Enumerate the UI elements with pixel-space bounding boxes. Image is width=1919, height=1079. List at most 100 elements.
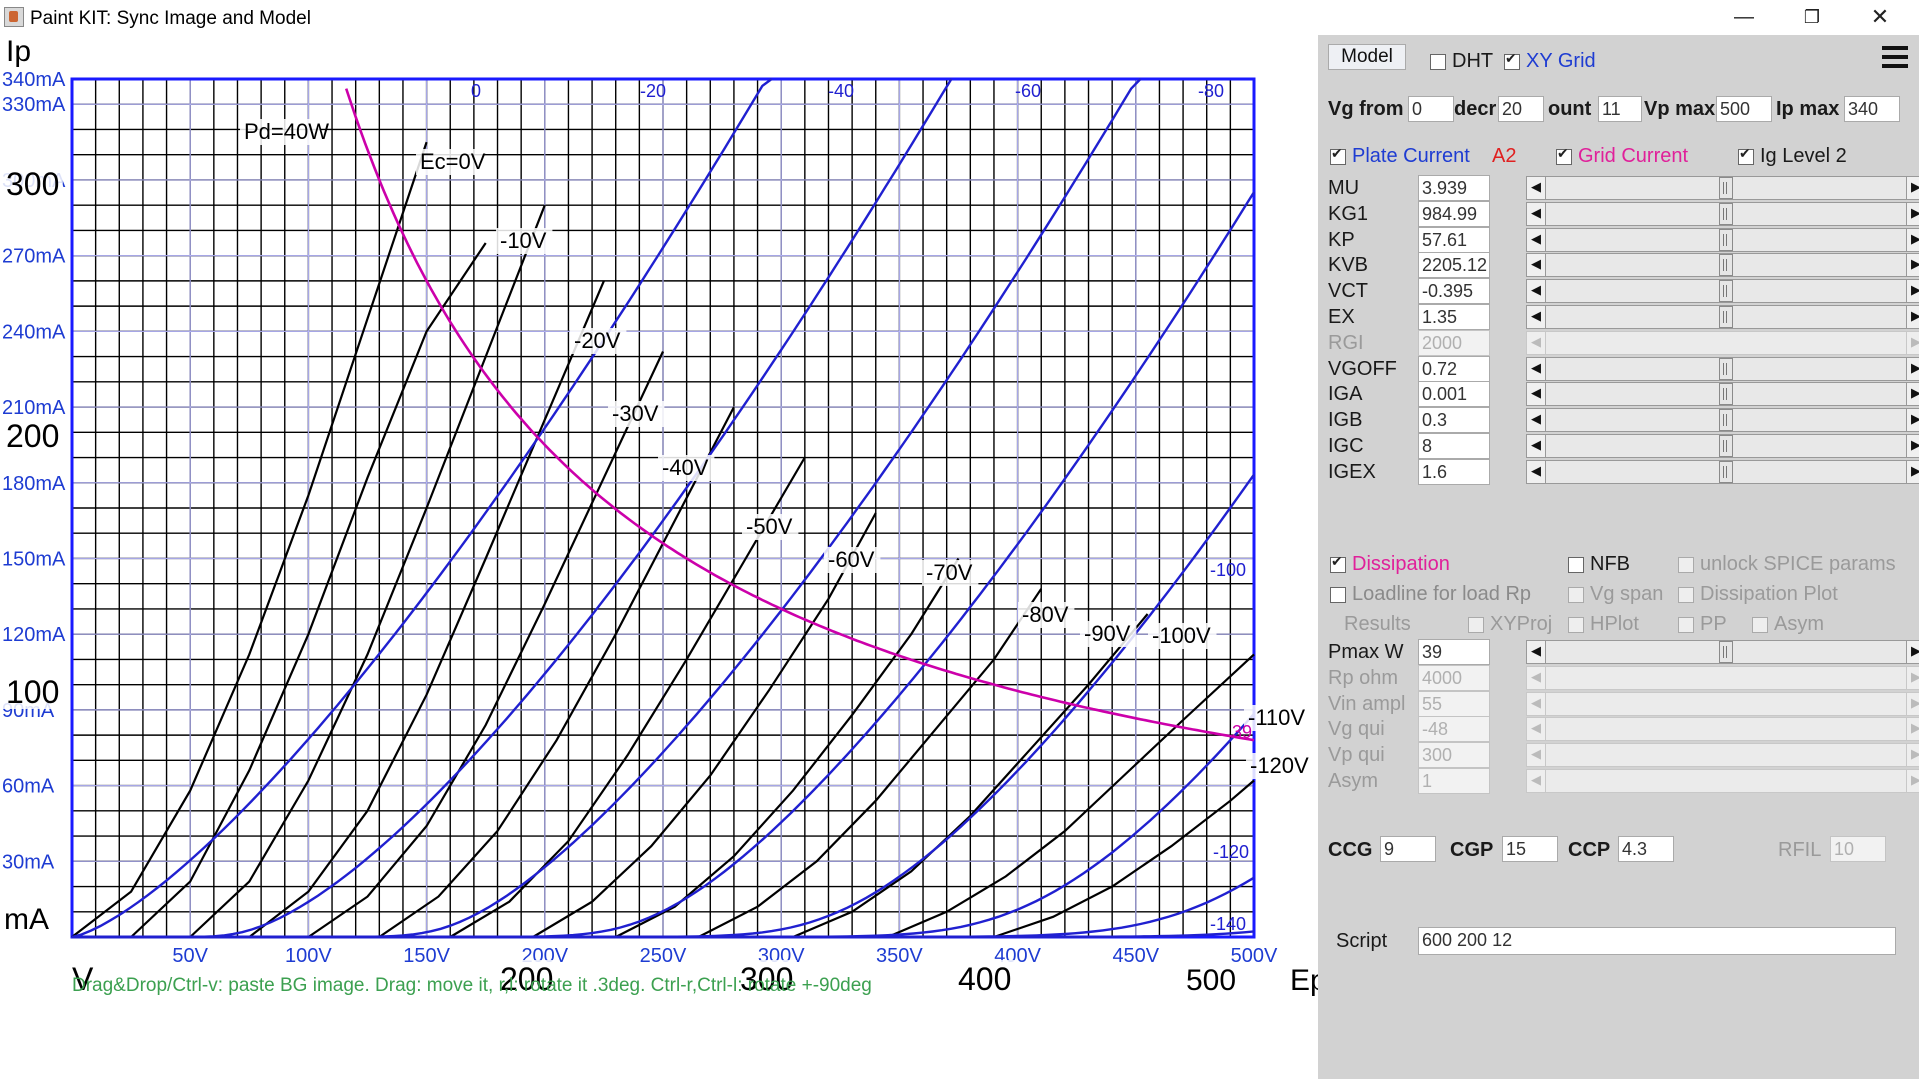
slider-thumb[interactable] — [1719, 228, 1733, 251]
slider-left-arrow-icon[interactable]: ◀ — [1526, 665, 1546, 690]
restore-button[interactable]: ❐ — [1803, 7, 1821, 27]
slider-right-arrow-icon[interactable]: ▶ — [1906, 227, 1919, 252]
slider-right-arrow-icon[interactable]: ▶ — [1906, 717, 1919, 742]
grid-current-checkbox[interactable] — [1556, 146, 1572, 165]
hplot-checkbox[interactable] — [1568, 617, 1584, 633]
param-rp-ohm-slider[interactable]: ◀ ▶ — [1526, 665, 1919, 690]
slider-right-arrow-icon[interactable]: ▶ — [1906, 434, 1919, 458]
vp-max-field[interactable]: 500 — [1716, 96, 1772, 122]
slider-thumb[interactable] — [1719, 177, 1733, 199]
ig-level2-checkbox[interactable] — [1738, 146, 1754, 165]
slider-right-arrow-icon[interactable]: ▶ — [1906, 176, 1919, 200]
slider-thumb[interactable] — [1719, 280, 1733, 303]
slider-thumb[interactable] — [1719, 435, 1733, 457]
slider-track[interactable] — [1546, 356, 1906, 381]
slider-right-arrow-icon[interactable]: ▶ — [1906, 691, 1919, 716]
param-vg-qui-slider[interactable]: ◀ ▶ — [1526, 717, 1919, 742]
slider-track[interactable] — [1546, 769, 1906, 793]
slider-track[interactable] — [1546, 253, 1906, 278]
slider-thumb[interactable] — [1719, 641, 1733, 663]
dht-checkbox[interactable] — [1430, 54, 1446, 70]
slider-left-arrow-icon[interactable]: ◀ — [1526, 434, 1546, 458]
param-vct-field[interactable]: -0.395 — [1418, 278, 1490, 305]
slider-track[interactable] — [1546, 408, 1906, 433]
param-asym-field[interactable]: 1 — [1418, 768, 1490, 794]
param-pmax-w-field[interactable]: 39 — [1418, 639, 1490, 665]
param-vp-qui-slider[interactable]: ◀ ▶ — [1526, 743, 1919, 768]
param-ex-slider[interactable]: ◀ ▶ — [1526, 305, 1919, 329]
slider-right-arrow-icon[interactable]: ▶ — [1906, 279, 1919, 304]
slider-thumb[interactable] — [1719, 357, 1733, 380]
slider-left-arrow-icon[interactable]: ◀ — [1526, 305, 1546, 329]
slider-track[interactable] — [1546, 717, 1906, 742]
asym-checkbox[interactable] — [1752, 617, 1768, 633]
slider-track[interactable] — [1546, 176, 1906, 200]
slider-right-arrow-icon[interactable]: ▶ — [1906, 665, 1919, 690]
param-vgoff-field[interactable]: 0.72 — [1418, 355, 1490, 382]
slider-right-arrow-icon[interactable]: ▶ — [1906, 408, 1919, 433]
slider-track[interactable] — [1546, 382, 1906, 407]
ccp-field[interactable]: 4.3 — [1618, 836, 1674, 862]
slider-left-arrow-icon[interactable]: ◀ — [1526, 279, 1546, 304]
decr-field[interactable]: 20 — [1498, 96, 1544, 122]
slider-thumb[interactable] — [1719, 383, 1733, 406]
rfil-field[interactable]: 10 — [1830, 836, 1886, 862]
slider-track[interactable] — [1546, 434, 1906, 458]
slider-thumb[interactable] — [1719, 254, 1733, 277]
slider-left-arrow-icon[interactable]: ◀ — [1526, 717, 1546, 742]
minimize-button[interactable]: — — [1734, 6, 1754, 28]
ip-max-field[interactable]: 340 — [1844, 96, 1900, 122]
slider-track[interactable] — [1546, 691, 1906, 716]
param-kvb-field[interactable]: 2205.12 — [1418, 252, 1490, 279]
slider-left-arrow-icon[interactable]: ◀ — [1526, 459, 1546, 484]
param-igex-field[interactable]: 1.6 — [1418, 458, 1490, 485]
param-igc-slider[interactable]: ◀ ▶ — [1526, 434, 1919, 458]
param-mu-slider[interactable]: ◀ ▶ — [1526, 176, 1919, 200]
param-vgoff-slider[interactable]: ◀ ▶ — [1526, 356, 1919, 381]
param-iga-slider[interactable]: ◀ ▶ — [1526, 382, 1919, 407]
slider-left-arrow-icon[interactable]: ◀ — [1526, 201, 1546, 226]
param-kg1-slider[interactable]: ◀ ▶ — [1526, 201, 1919, 226]
slider-right-arrow-icon[interactable]: ▶ — [1906, 743, 1919, 768]
slider-thumb[interactable] — [1719, 460, 1733, 483]
param-vg-qui-field[interactable]: -48 — [1418, 716, 1490, 743]
param-kp-field[interactable]: 57.61 — [1418, 226, 1490, 253]
script-field[interactable]: 600 200 12 — [1418, 927, 1896, 955]
slider-left-arrow-icon[interactable]: ◀ — [1526, 743, 1546, 768]
param-kp-slider[interactable]: ◀ ▶ — [1526, 227, 1919, 252]
slider-left-arrow-icon[interactable]: ◀ — [1526, 330, 1546, 355]
param-kvb-slider[interactable]: ◀ ▶ — [1526, 253, 1919, 278]
slider-right-arrow-icon[interactable]: ▶ — [1906, 201, 1919, 226]
slider-right-arrow-icon[interactable]: ▶ — [1906, 640, 1919, 664]
param-pmax-w-slider[interactable]: ◀ ▶ — [1526, 640, 1919, 664]
slider-thumb[interactable] — [1719, 306, 1733, 328]
slider-track[interactable] — [1546, 330, 1906, 355]
hamburger-menu-icon[interactable] — [1882, 46, 1908, 68]
dissipation-plot-checkbox[interactable] — [1678, 587, 1694, 603]
slider-left-arrow-icon[interactable]: ◀ — [1526, 691, 1546, 716]
slider-right-arrow-icon[interactable]: ▶ — [1906, 330, 1919, 355]
param-mu-field[interactable]: 3.939 — [1418, 175, 1490, 201]
slider-thumb[interactable] — [1719, 409, 1733, 432]
count-field[interactable]: 11 — [1598, 96, 1642, 122]
slider-track[interactable] — [1546, 201, 1906, 226]
xy-grid-checkbox[interactable] — [1504, 51, 1520, 70]
param-vin-ampl-slider[interactable]: ◀ ▶ — [1526, 691, 1919, 716]
pp-checkbox[interactable] — [1678, 617, 1694, 633]
plate-current-checkbox[interactable] — [1330, 146, 1346, 165]
slider-thumb[interactable] — [1719, 202, 1733, 225]
param-rgi-field[interactable]: 2000 — [1418, 329, 1490, 356]
plate-curves-chart[interactable]: 50V 100V 150V 200V 250V 300V 350V 400V 450V 500V3… — [0, 35, 1318, 1079]
slider-left-arrow-icon[interactable]: ◀ — [1526, 640, 1546, 664]
loadline-checkbox[interactable] — [1330, 587, 1346, 603]
param-vct-slider[interactable]: ◀ ▶ — [1526, 279, 1919, 304]
slider-track[interactable] — [1546, 743, 1906, 768]
slider-track[interactable] — [1546, 665, 1906, 690]
slider-right-arrow-icon[interactable]: ▶ — [1906, 382, 1919, 407]
slider-left-arrow-icon[interactable]: ◀ — [1526, 227, 1546, 252]
slider-track[interactable] — [1546, 640, 1906, 664]
slider-track[interactable] — [1546, 459, 1906, 484]
slider-track[interactable] — [1546, 305, 1906, 329]
param-igb-slider[interactable]: ◀ ▶ — [1526, 408, 1919, 433]
dissipation-checkbox[interactable] — [1330, 554, 1346, 573]
